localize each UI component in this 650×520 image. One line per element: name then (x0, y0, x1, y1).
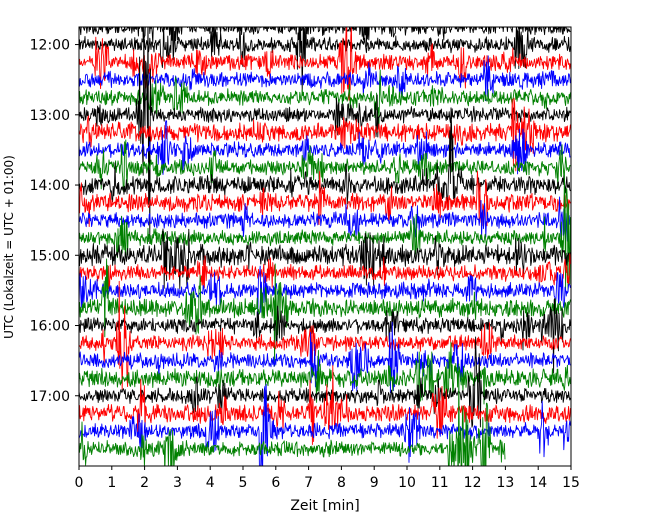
y-axis: 12:00 13:00 14:00 15:00 16:00 17:00 (30, 38, 79, 405)
y-axis-label: UTC (Lokalzeit = UTC + 01:00) (2, 155, 16, 339)
x-tick-label-0: 0 (75, 475, 84, 491)
trace-1730 (79, 383, 571, 466)
y-tick-label-3: 15:00 (30, 248, 70, 264)
trace-1430 (79, 196, 571, 242)
x-tick-label-2: 2 (140, 475, 149, 491)
trace-1230 (79, 55, 571, 102)
trace-1545 (79, 258, 571, 367)
x-tick-label-8: 8 (337, 475, 346, 491)
x-tick-label-1: 1 (107, 475, 116, 491)
x-axis-label: Zeit [min] (290, 498, 359, 514)
trace-1445 (79, 171, 571, 292)
y-tick-label-0: 12:00 (30, 38, 70, 54)
trace-1500 (79, 228, 571, 289)
trace-1345 (79, 139, 571, 193)
trace-1415 (79, 170, 571, 227)
x-tick-label-10: 10 (398, 475, 416, 491)
trace-1700 (79, 336, 571, 428)
x-tick-label-4: 4 (206, 475, 215, 491)
y-tick-label-2: 14:00 (30, 178, 70, 194)
traces-layer (79, 27, 571, 466)
x-tick-label-6: 6 (271, 475, 280, 491)
x-tick-label-14: 14 (529, 475, 547, 491)
trace-1200 (79, 27, 571, 93)
plot-frame (78, 26, 572, 467)
x-tick-label-5: 5 (239, 475, 248, 491)
trace-1330 (79, 120, 571, 175)
trace-1315 (79, 97, 571, 172)
x-tick-label-11: 11 (431, 475, 449, 491)
x-tick-label-13: 13 (496, 475, 514, 491)
trace-1645 (79, 341, 571, 407)
x-axis: 0 1 2 3 4 5 6 7 8 9 10 11 12 13 14 15 (75, 466, 580, 491)
trace-1715 (79, 365, 571, 445)
x-tick-label-15: 15 (562, 475, 580, 491)
x-tick-label-3: 3 (173, 475, 182, 491)
trace-1630 (79, 321, 571, 394)
trace-1600 (79, 298, 571, 374)
trace-1745 (79, 363, 506, 466)
y-tick-label-4: 16:00 (30, 319, 70, 335)
trace-1400 (79, 107, 571, 205)
x-tick-label-12: 12 (464, 475, 482, 491)
trace-1245 (79, 69, 571, 125)
y-tick-label-1: 13:00 (30, 108, 70, 124)
x-tick-label-9: 9 (370, 475, 379, 491)
trace-1615 (79, 280, 571, 390)
trace-1530 (79, 265, 571, 317)
trace-1300 (79, 27, 571, 244)
x-tick-label-7: 7 (304, 475, 313, 491)
trace-1515 (79, 253, 571, 291)
y-tick-label-5: 17:00 (30, 389, 70, 405)
